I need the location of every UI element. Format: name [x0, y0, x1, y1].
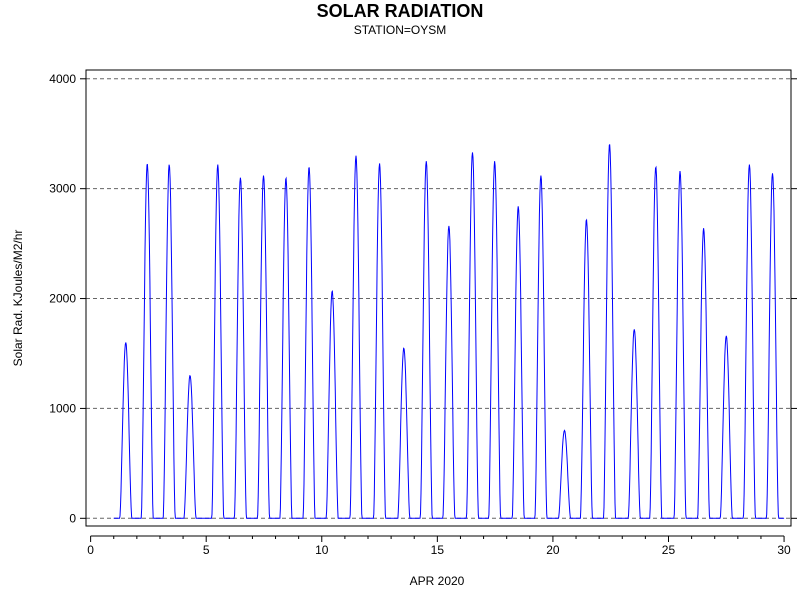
y-tick-label-3000: 3000 [49, 182, 76, 196]
y-axis: 0 1000 2000 3000 4000 [49, 72, 797, 525]
y-tick-label-1000: 1000 [49, 401, 76, 415]
y-tick-label-4000: 4000 [49, 72, 76, 86]
x-tick-label-15: 15 [431, 543, 445, 557]
x-tick-label-30: 30 [777, 543, 791, 557]
plot-frame [85, 69, 792, 527]
chart-title: SOLAR RADIATION [316, 1, 484, 21]
y-tick-label-0: 0 [69, 511, 76, 525]
x-tick-label-25: 25 [662, 543, 676, 557]
y-tick-label-2000: 2000 [49, 292, 76, 306]
x-tick-label-20: 20 [546, 543, 560, 557]
x-tick-label-5: 5 [203, 543, 210, 557]
solar-radiation-line [113, 144, 785, 519]
gridlines [86, 78, 791, 519]
x-axis: 0 5 10 15 20 25 30 [87, 535, 791, 557]
x-tick-label-0: 0 [87, 543, 94, 557]
x-tick-label-10: 10 [315, 543, 329, 557]
y-axis-label: Solar Rad. KJoules/M2/hr [11, 230, 25, 367]
chart-subtitle: STATION=OYSM [353, 23, 447, 37]
x-axis-label: APR 2020 [410, 574, 465, 588]
